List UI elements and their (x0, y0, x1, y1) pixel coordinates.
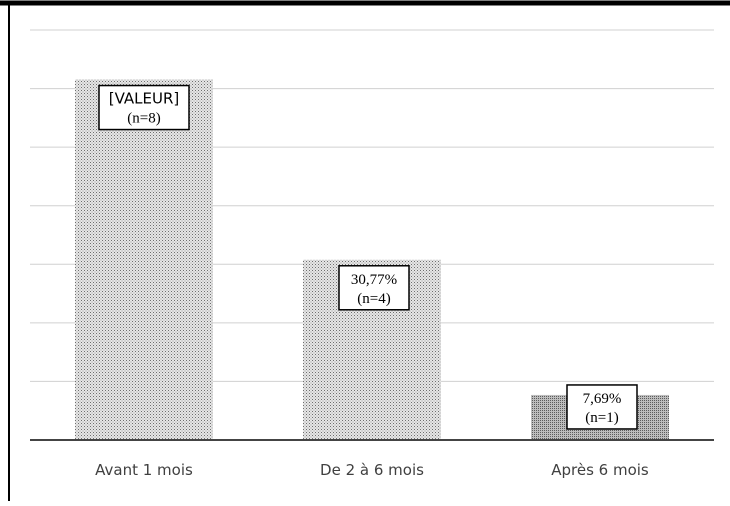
data-label-box (98, 84, 190, 131)
bar-1 (75, 79, 213, 441)
bars (75, 79, 669, 441)
data-label-3: 7,69% (n=1) (566, 384, 638, 430)
data-label-1: [VALEUR] (n=8) (98, 84, 190, 131)
data-label-box (338, 265, 410, 311)
data-label-value: 7,69% (583, 391, 622, 407)
data-label-box (566, 384, 638, 430)
x-tick-label: Après 6 mois (551, 461, 649, 479)
data-label-count: (n=8) (127, 111, 160, 127)
data-label-count: (n=4) (357, 291, 390, 307)
data-label-count: (n=1) (585, 410, 618, 426)
data-labels: [VALEUR] (n=8) 30,77% (n=4) 7,69% (n=1) (98, 84, 638, 430)
data-label-value: 30,77% (351, 272, 397, 288)
x-tick-label: De 2 à 6 mois (320, 461, 424, 479)
x-tick-labels: Avant 1 mois De 2 à 6 mois Après 6 mois (95, 461, 649, 479)
x-tick-label: Avant 1 mois (95, 461, 193, 479)
data-label-value: [VALEUR] (109, 90, 180, 108)
data-label-2: 30,77% (n=4) (338, 265, 410, 311)
